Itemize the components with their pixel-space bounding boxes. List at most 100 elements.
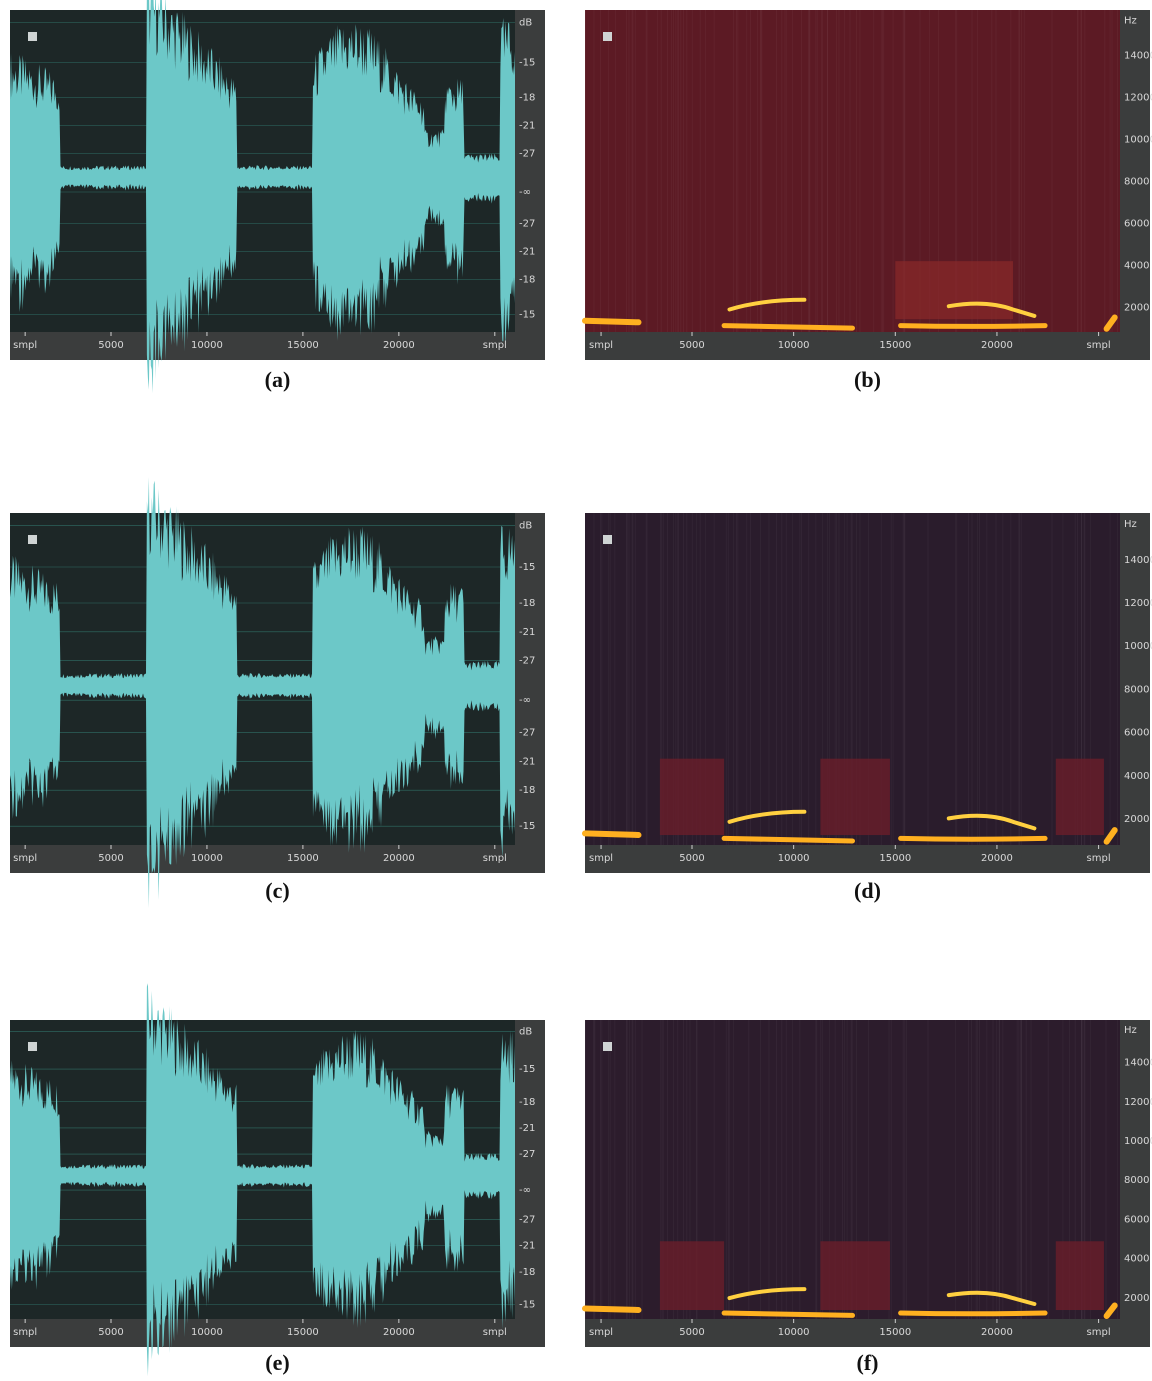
formant-band — [582, 830, 642, 838]
y-tick-label: 10000 — [1124, 641, 1152, 652]
y-tick-label: 4000 — [1124, 1254, 1149, 1265]
spectrogram-panel: smpl 5000 10000 15000 20000 smpl Hz 14000 12000 1… — [582, 513, 1152, 873]
formant-band — [721, 323, 855, 331]
y-tick-label: Hz — [1124, 1025, 1137, 1036]
y-tick-label: -15 — [519, 310, 535, 321]
y-tick-label: -15 — [519, 562, 535, 573]
energy-region — [1055, 758, 1104, 836]
formant-band — [898, 1310, 1048, 1317]
y-tick-label: 2000 — [1124, 1293, 1149, 1304]
energy-region — [820, 1241, 890, 1311]
panel-icon — [28, 32, 37, 41]
energy-region — [659, 1241, 725, 1311]
x-tick-label: smpl — [483, 853, 507, 864]
y-tick-label: 10000 — [1124, 1136, 1152, 1147]
plot-area — [585, 10, 1120, 332]
x-tick-label: 10000 — [191, 1327, 223, 1338]
y-tick-label: 2000 — [1124, 303, 1149, 314]
panel-caption: (e) — [265, 1350, 289, 1375]
x-tick-label: smpl — [13, 340, 37, 351]
spectrogram-panel: smpl 5000 10000 15000 20000 smpl Hz 14000 12000 1… — [582, 1020, 1152, 1347]
formant-band — [946, 301, 1037, 318]
formant-band — [898, 323, 1048, 329]
y-tick-label: -18 — [519, 1097, 535, 1108]
y-tick-label: -27 — [519, 1214, 535, 1225]
x-tick-label: 10000 — [191, 340, 223, 351]
y-tick-label: -27 — [519, 1149, 535, 1160]
x-tick-label: smpl — [13, 1327, 37, 1338]
x-tick-label: 5000 — [98, 1327, 123, 1338]
panel-icon — [603, 1042, 612, 1051]
y-tick-label: -21 — [519, 121, 535, 132]
x-tick-label: 10000 — [778, 340, 810, 351]
x-tick-label: 20000 — [981, 1327, 1013, 1338]
x-tick-label: 15000 — [879, 853, 911, 864]
panel-caption: (f) — [857, 1350, 879, 1375]
y-tick-label: 6000 — [1124, 219, 1149, 230]
y-tick-label: dB — [519, 521, 532, 532]
x-tick-label: 20000 — [981, 340, 1013, 351]
panel-icon — [28, 535, 37, 544]
y-tick-label: -27 — [519, 219, 535, 230]
x-tick-label: 10000 — [778, 853, 810, 864]
y-tick-label: 4000 — [1124, 261, 1149, 272]
formant-band — [1103, 827, 1118, 845]
x-tick-label: smpl — [13, 853, 37, 864]
formant-band — [582, 317, 642, 326]
energy-region — [659, 758, 725, 836]
y-tick-label: -18 — [519, 93, 535, 104]
panel-icon — [28, 1042, 37, 1051]
waveform-shape — [10, 477, 515, 908]
y-tick-label: -21 — [519, 1123, 535, 1134]
x-tick-label: smpl — [1087, 1327, 1111, 1338]
formant-band — [727, 809, 807, 824]
formant-band — [1103, 1302, 1118, 1319]
y-tick-label: -15 — [519, 58, 535, 69]
y-tick-label: -27 — [519, 728, 535, 739]
y-tick-label: -15 — [519, 821, 535, 832]
formant-band — [727, 1287, 807, 1301]
y-tick-label: 8000 — [1124, 177, 1149, 188]
y-tick-label: 4000 — [1124, 771, 1149, 782]
x-tick-label: 5000 — [98, 340, 123, 351]
y-tick-label: Hz — [1124, 519, 1137, 530]
x-tick-label: smpl — [483, 1327, 507, 1338]
waveform-panel: smpl 5000 10000 15000 20000 smpl dB -15 -18 -21 -2… — [10, 983, 545, 1377]
x-tick-label: 20000 — [383, 1327, 415, 1338]
formant-band — [946, 813, 1037, 831]
waveform-panel: smpl 5000 10000 15000 20000 smpl dB -15 -18 -21 -2… — [10, 0, 545, 394]
y-tick-label: 12000 — [1124, 598, 1152, 609]
y-tick-label: -18 — [519, 598, 535, 609]
x-tick-label: smpl — [483, 340, 507, 351]
x-tick-label: smpl — [589, 340, 613, 351]
y-tick-label: 14000 — [1124, 51, 1152, 62]
x-tick-label: 20000 — [383, 340, 415, 351]
energy-region — [820, 758, 890, 836]
y-tick-label: -21 — [519, 1241, 535, 1252]
y-tick-label: -∞ — [519, 1185, 531, 1196]
y-tick-label: 8000 — [1124, 684, 1149, 695]
y-tick-label: -18 — [519, 275, 535, 286]
y-tick-label: 2000 — [1124, 814, 1149, 825]
x-tick-label: 15000 — [879, 1327, 911, 1338]
waveform-shape — [10, 0, 515, 394]
x-tick-label: 20000 — [383, 853, 415, 864]
x-tick-label: smpl — [1087, 853, 1111, 864]
y-tick-label: -18 — [519, 1267, 535, 1278]
x-tick-label: 15000 — [879, 340, 911, 351]
formant-band — [946, 1290, 1037, 1306]
x-tick-label: 15000 — [287, 853, 319, 864]
panel-caption: (d) — [854, 878, 881, 903]
x-tick-label: smpl — [589, 1327, 613, 1338]
x-tick-label: 5000 — [98, 853, 123, 864]
panel-caption: (b) — [854, 367, 881, 392]
spectrogram-panel: smpl 5000 10000 15000 20000 smpl Hz 14000 12000 1… — [582, 10, 1152, 360]
y-tick-label: 10000 — [1124, 135, 1152, 146]
y-tick-label: 6000 — [1124, 1214, 1149, 1225]
energy-region — [895, 261, 1013, 320]
panel-icon — [603, 32, 612, 41]
y-tick-label: 12000 — [1124, 93, 1152, 104]
formant-band — [898, 835, 1048, 842]
formant-band — [721, 835, 855, 844]
